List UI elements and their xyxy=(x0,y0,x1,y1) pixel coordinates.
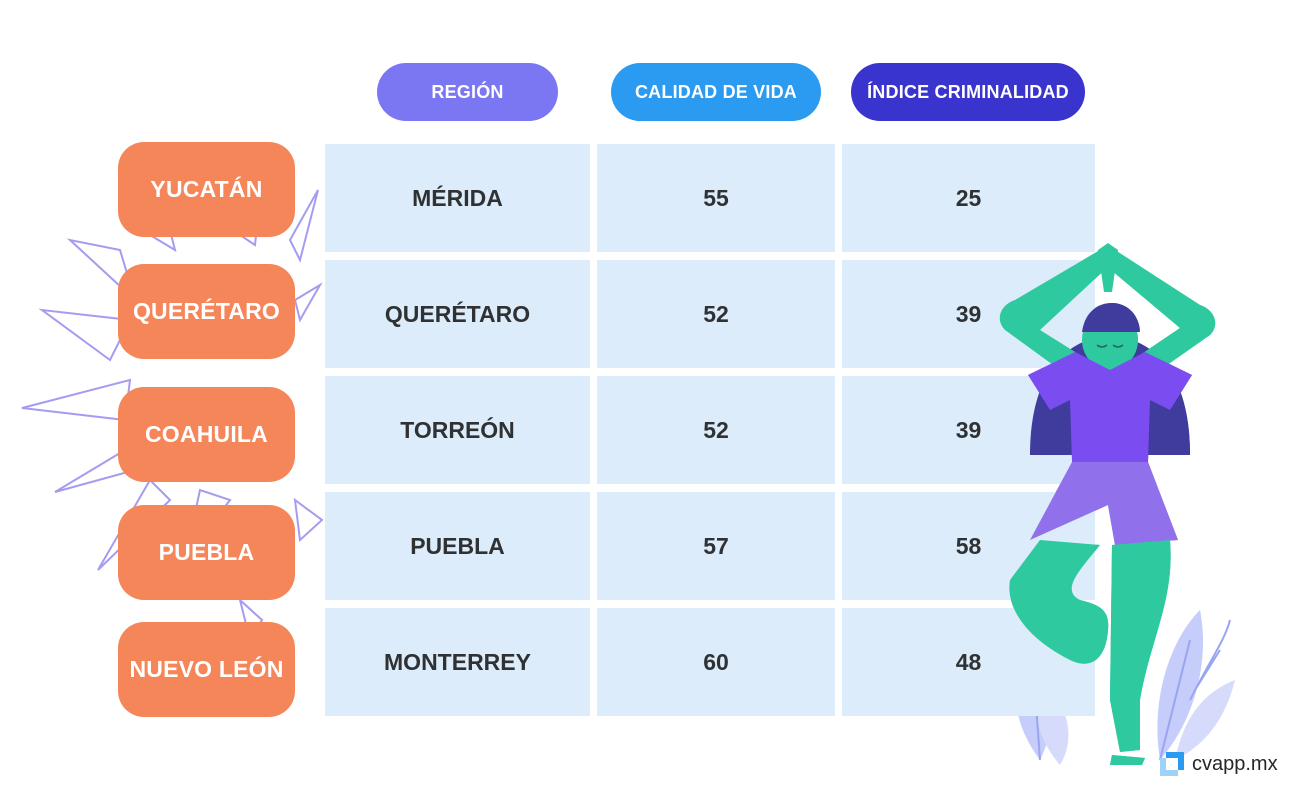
region-cell: MÉRIDA xyxy=(325,144,590,252)
criminalidad-cell: 25 xyxy=(842,144,1095,252)
criminalidad-cell: 39 xyxy=(842,260,1095,368)
calidad-cell: 52 xyxy=(597,376,835,484)
region-header: REGIÓN xyxy=(377,63,558,121)
state-pill-yucatan: YUCATÁN xyxy=(118,142,295,237)
state-pill-coahuila: COAHUILA xyxy=(118,387,295,482)
region-cell: TORREÓN xyxy=(325,376,590,484)
state-pill-nuevo-leon: NUEVO LEÓN xyxy=(118,622,295,717)
calidad-cell: 60 xyxy=(597,608,835,716)
logo-text: cvapp.mx xyxy=(1192,752,1278,775)
cvapp-logo-icon xyxy=(1160,752,1184,776)
criminalidad-cell: 58 xyxy=(842,492,1095,600)
state-pill-puebla: PUEBLA xyxy=(118,505,295,600)
region-cell: MONTERREY xyxy=(325,608,590,716)
calidad-de-vida-header: CALIDAD DE VIDA xyxy=(611,63,821,121)
calidad-cell: 55 xyxy=(597,144,835,252)
criminalidad-cell: 48 xyxy=(842,608,1095,716)
state-pill-queretaro: QUERÉTARO xyxy=(118,264,295,359)
criminalidad-cell: 39 xyxy=(842,376,1095,484)
calidad-cell: 57 xyxy=(597,492,835,600)
indice-criminalidad-header: ÍNDICE CRIMINALIDAD xyxy=(851,63,1085,121)
region-cell: PUEBLA xyxy=(325,492,590,600)
region-cell: QUERÉTARO xyxy=(325,260,590,368)
calidad-cell: 52 xyxy=(597,260,835,368)
cvapp-logo: cvapp.mx xyxy=(1160,752,1278,776)
